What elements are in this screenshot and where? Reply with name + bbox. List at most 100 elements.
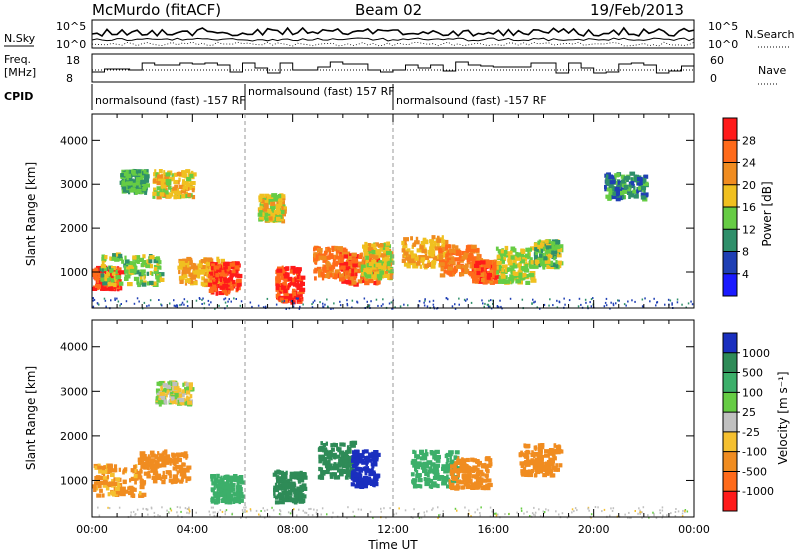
heatmap-cell xyxy=(472,273,478,278)
colorbar-swatch xyxy=(723,412,737,432)
heatmap-cell xyxy=(188,512,190,515)
heatmap-cell xyxy=(345,268,350,273)
heatmap-cell xyxy=(324,274,330,279)
heatmap-cell xyxy=(186,476,192,481)
heatmap-cell xyxy=(326,460,331,465)
heatmap-cell xyxy=(361,261,365,266)
heatmap-cell xyxy=(92,305,95,308)
heatmap-cell xyxy=(263,212,269,217)
heatmap-cell xyxy=(504,245,509,251)
heatmap-cell xyxy=(145,508,147,510)
heatmap-cell xyxy=(173,179,179,185)
heatmap-cell xyxy=(385,516,387,519)
heatmap-cell xyxy=(281,300,283,303)
heatmap-cell xyxy=(419,245,424,250)
heatmap-cell xyxy=(411,480,417,485)
heatmap-cell xyxy=(222,481,227,486)
heatmap-cell xyxy=(188,506,190,509)
heatmap-cell xyxy=(441,514,444,517)
colorbar-tick-label: -25 xyxy=(742,426,760,439)
heatmap-cell xyxy=(177,454,180,459)
heatmap-cell xyxy=(191,195,196,200)
heatmap-cell xyxy=(474,475,480,480)
heatmap-cell xyxy=(134,513,136,516)
heatmap-cell xyxy=(436,256,440,262)
heatmap-cell xyxy=(279,500,285,505)
heatmap-cell xyxy=(609,307,611,310)
heatmap-cell xyxy=(432,250,436,255)
heatmap-cell xyxy=(544,259,551,264)
heatmap-cell xyxy=(158,453,162,458)
heatmap-cell xyxy=(336,446,340,451)
heatmap-cell xyxy=(191,188,195,193)
heatmap-cell xyxy=(285,293,290,298)
heatmap-cell xyxy=(275,203,282,209)
heatmap-cell xyxy=(544,449,550,454)
power-cbar-label: Power [dB] xyxy=(760,181,774,246)
heatmap-cell xyxy=(343,261,349,266)
heatmap-cell xyxy=(158,260,162,265)
heatmap-cell xyxy=(486,260,493,265)
heatmap-cell xyxy=(563,297,565,300)
heatmap-cell xyxy=(445,297,448,300)
heatmap-cell xyxy=(205,262,212,267)
heatmap-cell xyxy=(643,174,649,179)
heatmap-cell xyxy=(236,485,242,490)
heatmap-cell xyxy=(609,514,611,517)
heatmap-cell xyxy=(534,259,540,264)
heatmap-cell xyxy=(539,307,541,310)
colorbar-swatch xyxy=(723,251,737,274)
heatmap-cell xyxy=(275,283,279,288)
heatmap-cell xyxy=(163,187,168,192)
heatmap-cell xyxy=(547,469,553,474)
heatmap-cell xyxy=(549,461,553,466)
heatmap-cell xyxy=(262,306,265,309)
heatmap-cell xyxy=(212,511,214,514)
heatmap-cell xyxy=(320,457,327,462)
heatmap-cell xyxy=(357,268,361,273)
heatmap-cell xyxy=(139,279,144,284)
heatmap-cell xyxy=(107,274,110,279)
heatmap-cell xyxy=(156,195,162,200)
heatmap-cell xyxy=(383,261,387,266)
heatmap-cell xyxy=(137,460,142,465)
heatmap-cell xyxy=(156,186,162,191)
heatmap-cell xyxy=(360,268,363,273)
heatmap-cell xyxy=(278,201,283,206)
heatmap-cell xyxy=(590,298,593,301)
heatmap-cell xyxy=(687,302,690,305)
heatmap-cell xyxy=(461,457,464,462)
heatmap-cell xyxy=(461,475,465,480)
heatmap-cell xyxy=(135,270,140,275)
heatmap-cell xyxy=(557,244,564,249)
heatmap-cell xyxy=(101,268,104,273)
heatmap-cell xyxy=(215,515,218,518)
heatmap-cell xyxy=(127,282,133,287)
heatmap-cell xyxy=(129,268,136,274)
heatmap-cell xyxy=(177,393,183,398)
heatmap-cell xyxy=(210,474,214,479)
heatmap-cell xyxy=(546,245,552,250)
heatmap-cell xyxy=(277,476,283,481)
heatmap-cell xyxy=(533,264,539,269)
heatmap-cell xyxy=(240,300,243,303)
heatmap-cell xyxy=(424,480,428,485)
heatmap-cell xyxy=(189,394,193,399)
heatmap-cell xyxy=(171,173,174,178)
heatmap-cell xyxy=(125,173,132,178)
heatmap-cell xyxy=(224,261,230,266)
heatmap-cell xyxy=(182,274,188,279)
heatmap-cell xyxy=(322,305,324,308)
heatmap-cell xyxy=(412,478,418,483)
heatmap-cell xyxy=(590,513,593,516)
heatmap-cell xyxy=(108,273,114,278)
heatmap-cell xyxy=(339,263,345,268)
heatmap-cell xyxy=(419,484,423,489)
heatmap-cell xyxy=(385,271,389,276)
colorbar-tick-label: -100 xyxy=(742,446,767,459)
heatmap-cell xyxy=(358,477,364,482)
heatmap-cell xyxy=(158,169,163,174)
heatmap-cell xyxy=(277,486,283,491)
